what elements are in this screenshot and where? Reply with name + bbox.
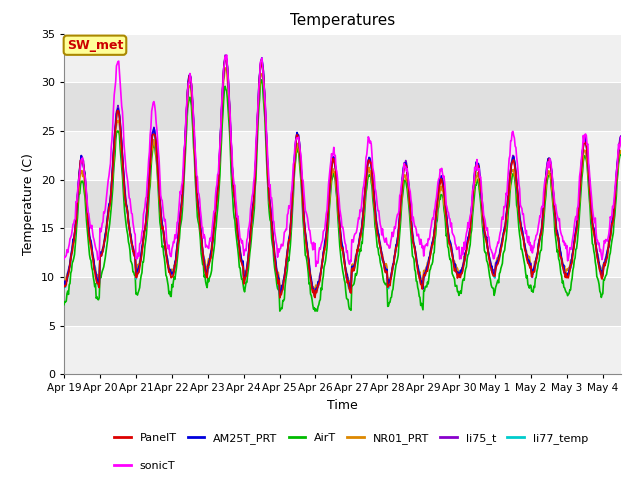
Line: PanelT: PanelT [64,57,621,298]
li75_t [461,255,468,261]
li77_temp [138,247,146,253]
Y-axis label: Temperature (C): Temperature (C) [22,153,35,255]
li75_t [300,197,307,203]
sonicT [320,228,328,233]
li75_t [138,248,146,253]
Text: SW_met: SW_met [67,39,123,52]
AM25T_PRT [63,278,70,284]
li75_t [60,278,68,284]
X-axis label: Time: Time [327,399,358,412]
Bar [64,180,621,228]
sonicT [60,256,68,262]
AirT [258,77,266,83]
li77_temp [320,248,328,254]
Legend: sonicT: sonicT [114,461,175,471]
AirT [475,178,483,183]
PanelT [461,256,468,262]
sonicT [298,176,306,182]
sonicT [63,252,70,258]
Bar [64,228,621,277]
Bar [64,82,621,131]
AirT [617,152,625,158]
AM25T_PRT [300,199,307,204]
Line: sonicT: sonicT [64,55,621,266]
Line: AirT: AirT [64,80,621,311]
AM25T_PRT [461,250,468,256]
NR01_PRT [276,289,284,295]
NR01_PRT [320,245,328,251]
AM25T_PRT [276,293,284,299]
Bar [64,326,621,374]
Title: Temperatures: Temperatures [290,13,395,28]
AM25T_PRT [222,54,230,60]
NR01_PRT [475,177,483,182]
NR01_PRT [63,275,70,280]
li77_temp [63,279,70,285]
AirT [300,217,307,223]
Bar [64,277,621,326]
li77_temp [475,164,483,170]
NR01_PRT [221,65,229,71]
AirT [60,302,68,308]
AirT [138,270,146,276]
li75_t [475,163,483,169]
Line: li75_t: li75_t [64,55,621,295]
AM25T_PRT [138,244,146,250]
AirT [461,270,468,276]
Line: NR01_PRT: NR01_PRT [64,68,621,292]
li77_temp [60,286,68,291]
AM25T_PRT [320,246,328,252]
NR01_PRT [138,248,146,254]
li75_t [221,52,229,58]
sonicT [223,52,230,58]
PanelT [320,249,328,254]
NR01_PRT [617,150,625,156]
AirT [63,298,70,304]
Bar [64,131,621,180]
sonicT [617,134,625,140]
sonicT [138,229,146,235]
PanelT [138,250,146,255]
PanelT [300,200,307,205]
li77_temp [298,186,306,192]
PanelT [221,54,229,60]
PanelT [617,137,625,143]
PanelT [475,163,483,168]
li75_t [320,246,328,252]
li75_t [276,292,284,298]
NR01_PRT [60,277,68,283]
AM25T_PRT [475,161,483,167]
li77_temp [311,294,319,300]
AM25T_PRT [60,278,68,284]
NR01_PRT [461,257,468,263]
li75_t [617,133,625,139]
li75_t [63,278,70,284]
sonicT [475,167,483,173]
AirT [276,308,284,314]
sonicT [312,264,319,269]
Line: li77_temp: li77_temp [64,56,621,297]
NR01_PRT [300,209,307,215]
li77_temp [617,135,625,141]
sonicT [461,247,468,252]
li77_temp [222,53,230,59]
PanelT [276,295,284,300]
AirT [320,264,328,270]
li77_temp [461,257,468,263]
Bar [64,34,621,82]
Line: AM25T_PRT: AM25T_PRT [64,57,621,296]
AM25T_PRT [617,134,625,140]
PanelT [63,281,70,287]
PanelT [60,284,68,290]
